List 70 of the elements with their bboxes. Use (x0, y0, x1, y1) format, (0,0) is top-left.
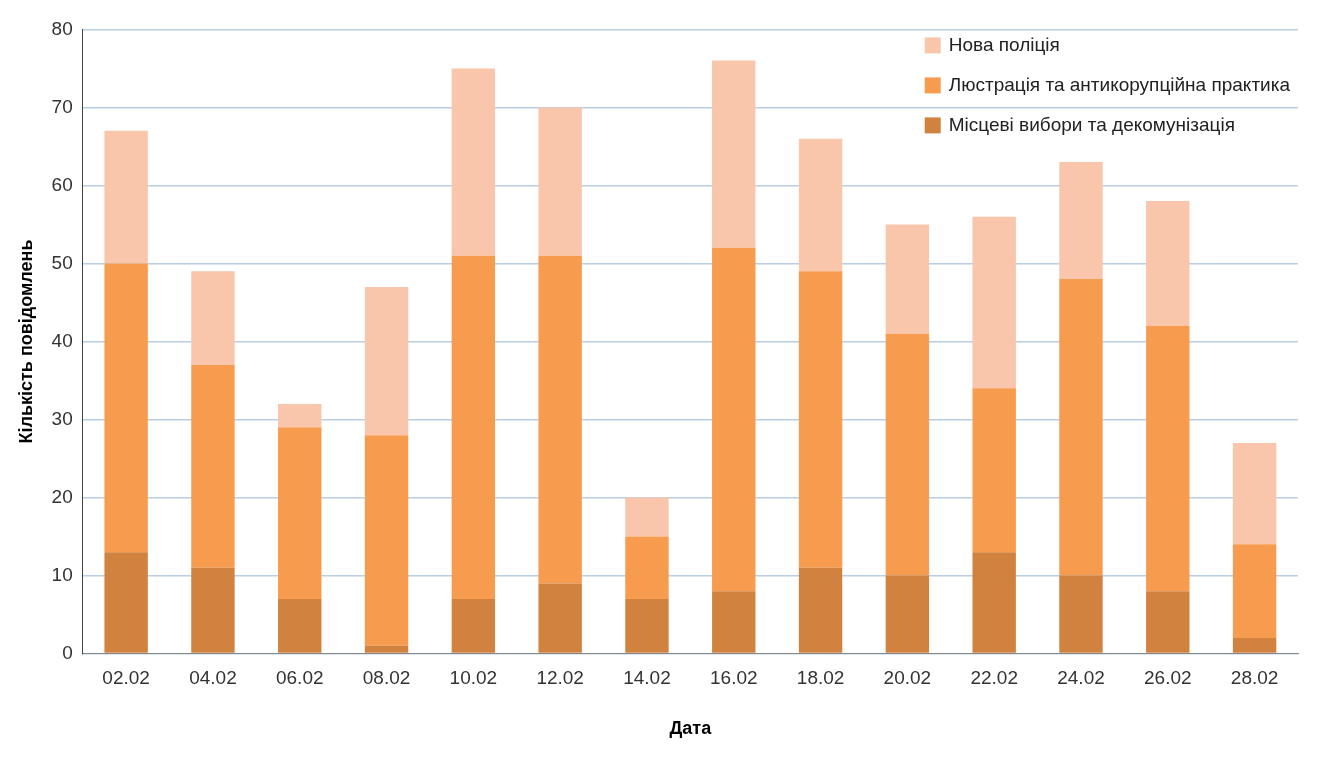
y-tick-label: 40 (51, 329, 73, 351)
bar (191, 364, 235, 568)
bar (538, 583, 582, 653)
x-tick-label: 04.02 (189, 667, 237, 689)
bar (798, 567, 843, 653)
bar (1232, 442, 1277, 545)
bar (972, 216, 1016, 389)
y-tick-label: 50 (51, 251, 73, 273)
bar (712, 591, 756, 653)
bar (1059, 162, 1103, 280)
bar (364, 435, 409, 646)
x-tick-label: 06.02 (275, 667, 324, 689)
bar (1059, 279, 1103, 576)
bar (972, 552, 1016, 653)
y-tick-label: 10 (51, 563, 73, 585)
bar (1146, 591, 1190, 653)
bar (104, 552, 148, 653)
bar (278, 403, 322, 428)
bar (798, 138, 843, 272)
legend-label: Місцеві вибори та декомунізація (948, 113, 1235, 135)
bar (625, 598, 669, 653)
bar (451, 255, 496, 599)
bar (364, 645, 409, 653)
x-tick-label: 20.02 (883, 667, 932, 689)
x-tick-label: 02.02 (102, 667, 150, 689)
y-tick-label: 80 (51, 17, 73, 39)
bar (1146, 325, 1190, 592)
y-tick-label: 0 (62, 641, 73, 663)
x-tick-label: 10.02 (449, 667, 498, 689)
bar (538, 255, 582, 584)
bar (364, 286, 409, 436)
x-tick-label: 16.02 (710, 667, 758, 689)
bar (1146, 201, 1190, 326)
bar (191, 567, 235, 653)
x-tick-label: 08.02 (362, 667, 411, 689)
x-tick-label: 28.02 (1230, 667, 1279, 689)
x-axis-title: Дата (669, 718, 713, 739)
x-tick-label: 18.02 (796, 667, 845, 689)
bar (451, 68, 496, 256)
bar (625, 536, 669, 599)
y-tick-label: 70 (51, 95, 73, 117)
bar (972, 388, 1016, 553)
x-tick-label: 14.02 (623, 667, 671, 689)
y-axis-title: Кількість повідомлень (15, 239, 36, 444)
bar (712, 247, 756, 592)
x-tick-label: 22.02 (970, 667, 1018, 689)
bar (278, 427, 322, 599)
bar (1232, 544, 1277, 638)
x-tick-label: 26.02 (1144, 667, 1192, 689)
y-tick-label: 20 (51, 485, 73, 507)
x-tick-label: 24.02 (1057, 667, 1105, 689)
bar (885, 575, 930, 653)
bar (1059, 575, 1103, 653)
bar (191, 271, 235, 365)
bar (885, 224, 930, 334)
y-tick-label: 30 (51, 407, 73, 429)
bar (538, 107, 582, 256)
y-tick-label: 60 (51, 173, 73, 195)
bar (798, 271, 843, 568)
bar (104, 263, 148, 553)
x-tick-label: 12.02 (536, 667, 584, 689)
bar (1232, 638, 1277, 653)
bar (885, 333, 930, 576)
bar (625, 497, 669, 537)
legend-label: Нова поліція (948, 33, 1060, 55)
legend-label: Люстрація та антикорупційна практика (948, 73, 1291, 95)
bar (104, 130, 148, 264)
bar (278, 598, 322, 653)
bar (712, 60, 756, 248)
bar (451, 598, 496, 653)
